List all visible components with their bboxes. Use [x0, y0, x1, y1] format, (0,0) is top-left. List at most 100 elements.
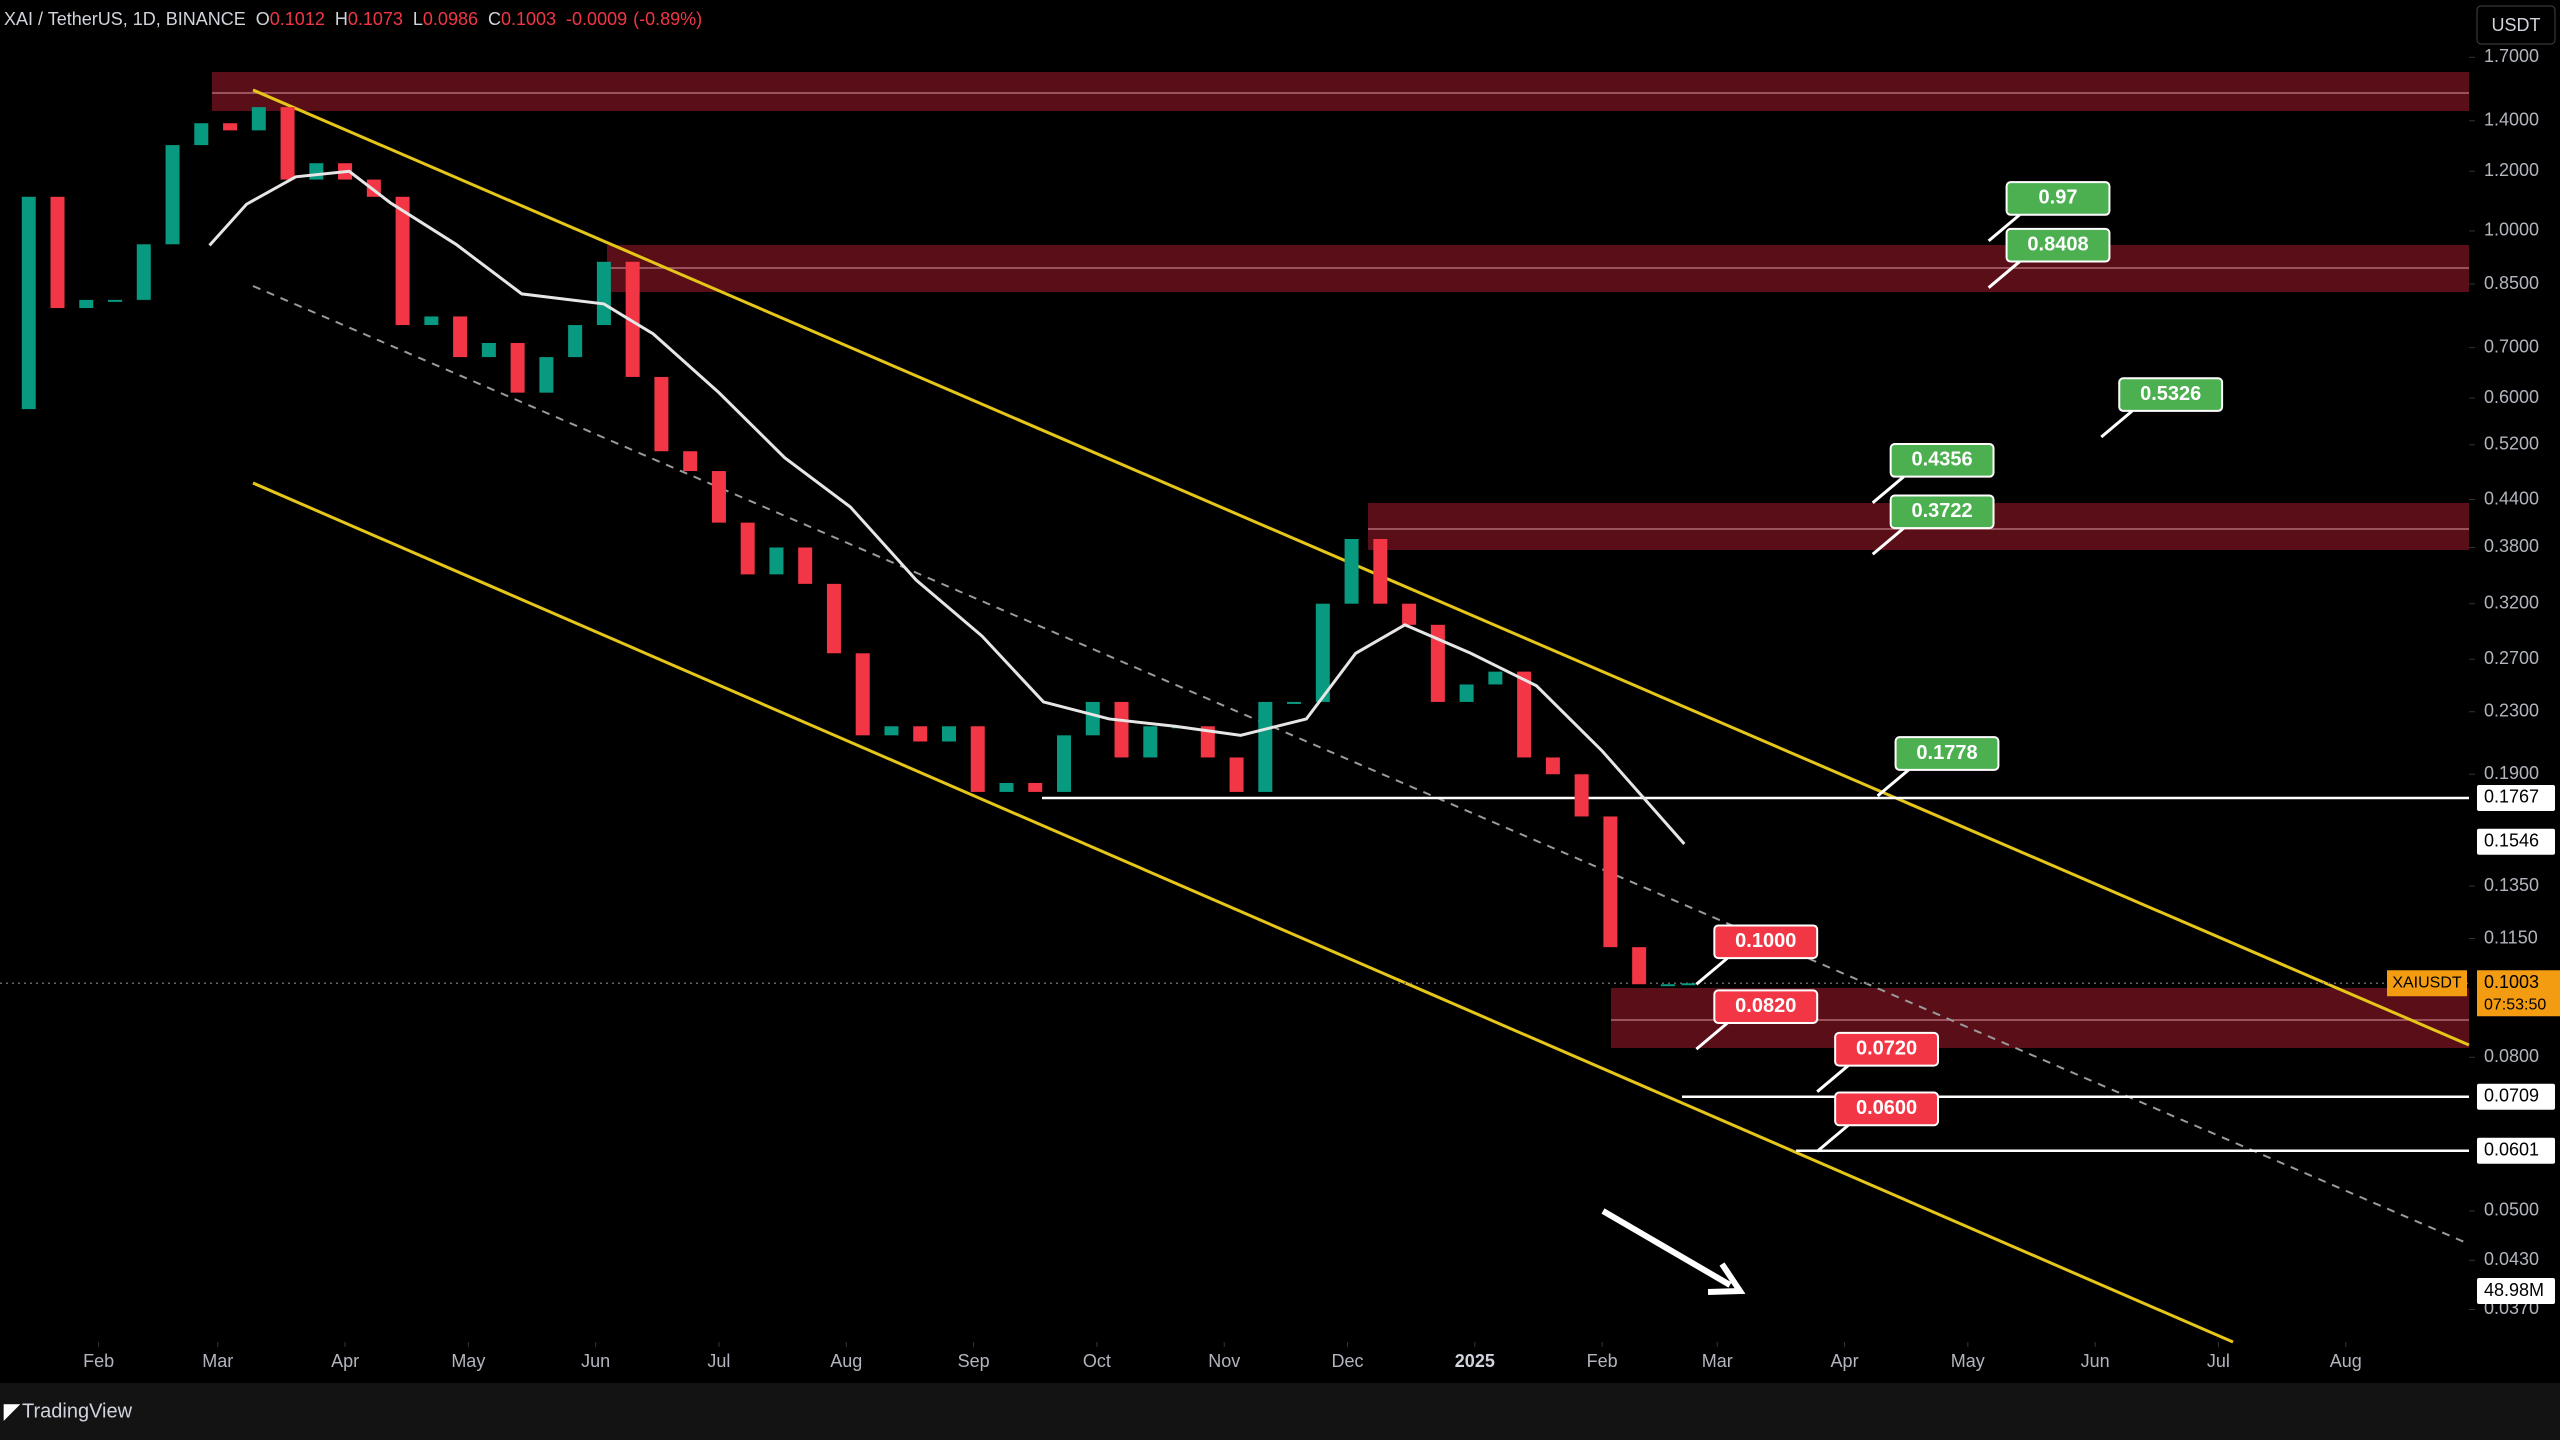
candle — [223, 123, 238, 131]
candle — [999, 782, 1014, 792]
candle — [1258, 701, 1273, 792]
symbol-box — [2387, 970, 2467, 997]
x-tick-label: Jun — [2081, 1351, 2110, 1371]
candle — [1143, 726, 1158, 758]
y-tick-label: 0.1350 — [2484, 875, 2539, 895]
zone — [212, 72, 2469, 111]
level-box — [2477, 1137, 2555, 1164]
volume-box — [2477, 1278, 2555, 1304]
callout-pointer — [1876, 768, 1910, 798]
y-tick-label: 1.4000 — [2484, 110, 2539, 130]
x-tick-label: Aug — [830, 1351, 862, 1371]
volume-label: 48.98M — [2484, 1280, 2544, 1300]
candle — [798, 547, 813, 584]
callout-label: 0.1000 — [1735, 930, 1796, 952]
change-pct: (-0.89%) — [633, 9, 703, 29]
callout-label: 0.1778 — [1916, 742, 1977, 764]
candle — [711, 471, 726, 523]
y-tick-label: 0.8500 — [2484, 273, 2539, 293]
y-tick-label: 0.2700 — [2484, 648, 2539, 668]
x-tick-label: Jun — [581, 1351, 610, 1371]
candle — [1229, 757, 1244, 792]
y-tick-label: 0.1150 — [2484, 927, 2538, 947]
candle — [165, 145, 180, 245]
candle — [1430, 624, 1445, 702]
candle — [970, 726, 985, 792]
candle — [1402, 603, 1417, 625]
callout-box — [1889, 443, 1995, 478]
callout-label: 0.5326 — [2140, 383, 2201, 405]
x-tick-label: May — [451, 1351, 485, 1371]
callout-box — [1889, 494, 1995, 530]
callout-pointer — [1871, 475, 1905, 504]
currency[interactable]: USDT — [2492, 15, 2541, 35]
candle — [1057, 735, 1072, 792]
callout-label: 0.3722 — [1912, 500, 1973, 522]
callout-pointer — [1816, 1124, 1850, 1153]
candle — [1488, 671, 1503, 685]
channel-upper — [252, 88, 2470, 1047]
level-label: 0.0709 — [2484, 1085, 2539, 1105]
candle — [50, 196, 65, 309]
x-tick-label: Mar — [202, 1351, 233, 1371]
candle — [309, 163, 324, 180]
level-label: 0.0601 — [2484, 1140, 2539, 1160]
callout-box — [1834, 1031, 1940, 1067]
brand-logo: ◤ — [3, 1400, 21, 1422]
footer — [0, 1383, 2560, 1440]
x-tick-label: Dec — [1331, 1351, 1363, 1371]
callout-label: 0.8408 — [2027, 233, 2088, 255]
candle — [21, 196, 36, 410]
callout-pointer — [1695, 956, 1729, 986]
y-tick-label: 0.1900 — [2484, 763, 2539, 783]
callout-label: 0.0720 — [1856, 1038, 1917, 1060]
level-label: 0.1767 — [2484, 787, 2539, 807]
candle — [1315, 603, 1330, 702]
candle — [79, 299, 94, 309]
header: XAI / TetherUS, 1D, BINANCE O0.1012 H0.107… — [4, 9, 702, 30]
candle — [1459, 684, 1474, 702]
price-box — [2477, 970, 2560, 1017]
candle — [136, 244, 151, 300]
ohlc-key: C — [487, 9, 501, 29]
level-box — [2477, 1083, 2555, 1110]
ma-box — [2477, 828, 2555, 855]
y-tick-label: 0.2300 — [2484, 700, 2539, 720]
x-tick-label: 2025 — [1455, 1351, 1495, 1371]
channel-mid — [252, 285, 2470, 1245]
x-tick-label: Nov — [1208, 1351, 1240, 1371]
callout-box — [2005, 181, 2111, 216]
candle — [1681, 983, 1696, 986]
x-tick-label: Sep — [958, 1351, 990, 1371]
callout-pointer — [1987, 260, 2021, 289]
y-tick-label: 0.4400 — [2484, 488, 2539, 508]
candle — [1373, 538, 1388, 604]
callout-box — [1894, 736, 2000, 771]
candle — [769, 547, 784, 575]
candle — [1085, 701, 1100, 736]
callout-pointer — [1871, 526, 1905, 556]
callout-pointer — [1816, 1064, 1850, 1093]
candle — [1574, 774, 1589, 817]
y-tick-label: 0.7000 — [2484, 336, 2539, 356]
callout-box — [2118, 377, 2224, 412]
y-tick-label: 0.5200 — [2484, 434, 2539, 454]
candle — [654, 376, 669, 452]
countdown: 07:53:50 — [2484, 996, 2546, 1013]
callout-box — [2005, 227, 2111, 263]
candle — [1517, 671, 1532, 758]
callout-label: 0.97 — [2039, 187, 2078, 209]
candle — [280, 107, 295, 180]
brand: TradingView — [22, 1400, 133, 1422]
y-tick-label: 1.2000 — [2484, 160, 2539, 180]
candle — [740, 522, 755, 575]
currency-button[interactable] — [2476, 5, 2556, 45]
channel-lower — [252, 481, 2234, 1344]
callout-box — [1834, 1091, 1940, 1127]
ohlc-key: H — [334, 9, 348, 29]
candle — [683, 451, 698, 472]
candle — [1344, 538, 1359, 604]
candle — [481, 342, 496, 358]
price-label: 0.1003 — [2484, 972, 2539, 992]
candle — [1603, 816, 1618, 948]
